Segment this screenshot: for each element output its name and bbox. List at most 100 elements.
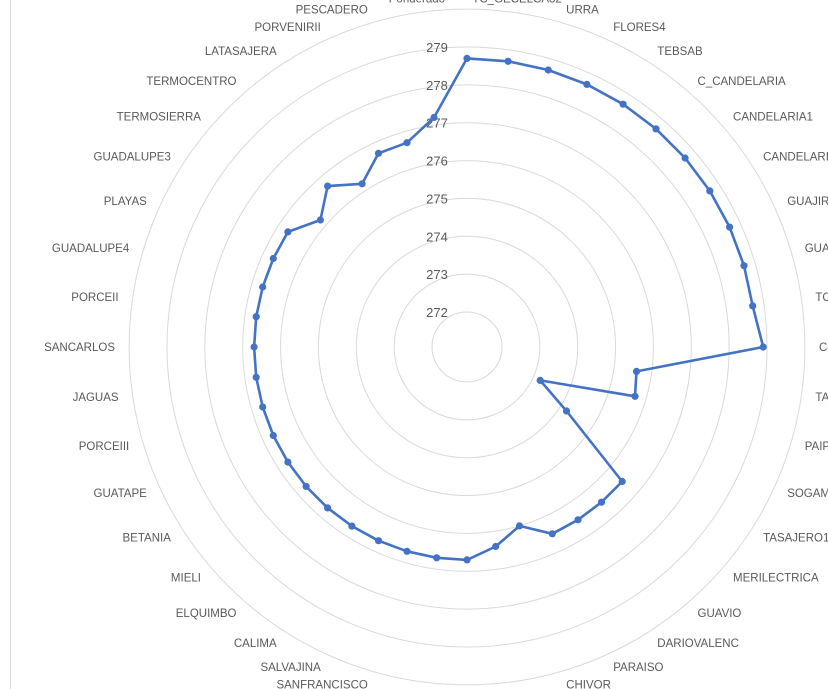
category-label: LATASAJERA [205,46,277,58]
data-point [358,180,366,188]
category-label: GUAJIRA2 [805,243,828,255]
data-point [740,262,748,270]
data-point [597,498,606,506]
data-point [492,542,500,551]
data-point [652,125,660,133]
grid-ring [355,235,579,459]
data-point [252,373,260,381]
category-label: PLAYAS [104,196,147,208]
category-label: TC_GECELCA32 [472,0,561,6]
category-label: SOGAMOSO [787,488,828,500]
data-point [548,530,556,538]
grid-ring [280,160,654,534]
category-labels: FLORES1TC_GECELCA32 URRA FLORES4 TEBSAB C_CA… [44,0,828,689]
category-label: TASAJERO1 [763,532,828,544]
category-label: GUADALUPE3 [94,152,171,164]
category-label: MERILECTRICA [733,573,819,585]
category-label: GUAVIO [698,608,742,620]
category-label: GUATAPE [94,488,148,500]
radar-grid [128,8,806,686]
data-point [706,187,714,195]
data-point [259,283,267,291]
data-point [403,139,411,147]
category-label: DARIOVALENC [657,638,739,650]
data-point [632,367,641,375]
category-label: URRA [566,4,599,16]
data-point [619,100,627,108]
category-label: TERMOCENTRO [146,76,236,88]
data-point [302,482,310,490]
category-label: SANCARLOS [44,342,115,354]
data-point [259,403,267,411]
data-point [374,537,383,545]
tick-label: 272 [426,305,448,320]
data-point [316,216,324,224]
data-point [536,376,544,384]
grid-ring [431,311,503,383]
category-label: MIELI [171,573,201,585]
grid-ring [166,46,768,648]
category-label: GUAJIRA1 [787,196,828,208]
data-point [574,516,582,524]
data-point [463,556,471,564]
category-label: PARAISO [613,662,663,674]
data-point [618,477,626,486]
category-label: JAGUAS [73,392,119,404]
category-label: TASAJERO2 [815,392,828,404]
data-point [252,313,260,321]
category-label: CALIMA [234,638,277,650]
data-point [324,182,332,190]
category-label: FLORES1 [441,0,493,2]
category-label: C_CANDELARIA [698,76,787,88]
category-label: PAIPA4 [805,441,828,453]
grid-ring [242,122,692,572]
grid-ring [204,84,730,610]
data-point [269,431,277,440]
data-point [504,57,512,65]
category-label: CANDELARIA1 [733,111,813,123]
tick-label: 275 [426,191,448,206]
data-point [324,504,332,512]
category-label: ELQUIMBO [176,608,237,620]
data-point [430,113,438,122]
data-point [269,254,277,263]
data-point [631,392,639,400]
category-label: Colectora500 [819,342,828,354]
data-point [433,554,441,562]
data-point [726,223,734,231]
data-point [544,66,552,74]
category-label: SANFRANCISCO [276,680,367,689]
category-label: SALVAJINA [260,662,321,674]
grid-ring [317,197,617,497]
data-point [374,149,383,157]
category-label: Ponderado [389,0,445,6]
category-label: TEBSAB [657,46,703,58]
category-label: GUADALUPE4 [52,243,130,255]
data-point [284,458,292,466]
data-point [681,154,689,162]
data-point [284,228,292,236]
grid-ring [128,8,806,686]
data-point [515,522,524,530]
category-label: TC_GECELCA3 [815,292,828,304]
category-label: PORVENIRII [255,22,321,34]
data-point [463,54,471,63]
category-label: BETANIA [123,532,172,544]
data-point [749,302,757,310]
data-point [348,522,356,530]
data-point [583,80,591,88]
data-point [403,547,411,555]
grid-ring [393,273,541,421]
tick-label: 279 [426,40,448,55]
data-point [562,407,571,415]
category-label: FLORES4 [613,22,666,34]
category-label: CHIVOR [566,680,611,689]
tick-label: 274 [426,229,448,244]
series-line [252,57,765,562]
category-label: PESCADERO [296,4,368,16]
category-label: PORCEIII [79,441,129,453]
category-label: PORCEII [71,292,118,304]
